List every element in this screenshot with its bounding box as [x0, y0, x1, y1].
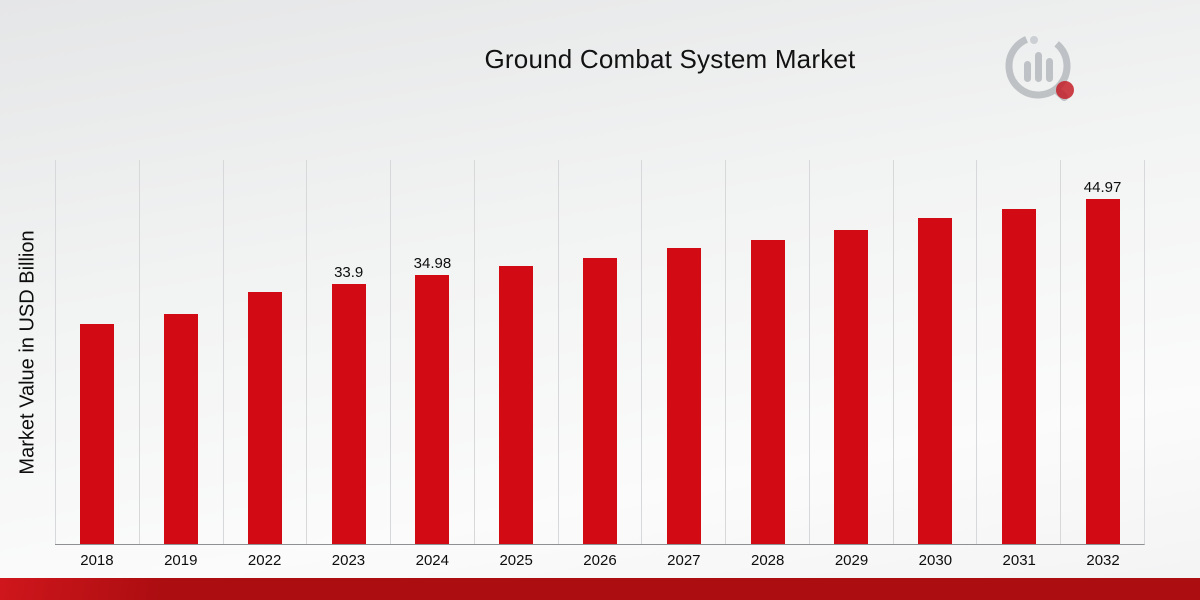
x-tick-label-2023: 2023	[331, 552, 366, 569]
category-column-2031	[976, 160, 1060, 544]
x-tick-label-2031: 2031	[1002, 552, 1036, 569]
x-tick-label-2025: 2025	[499, 552, 533, 569]
category-column-2019	[138, 160, 223, 544]
bar-2030	[918, 218, 953, 544]
x-tick-label-2018: 2018	[80, 552, 114, 569]
bar-2022	[247, 292, 282, 544]
chart-header: Ground Combat System Market	[0, 0, 1200, 118]
bar-2023	[331, 283, 366, 544]
category-column-2029	[808, 160, 893, 544]
x-tick-label-2028: 2028	[750, 552, 785, 569]
y-axis-label-column: Market Value in USD Billion	[2, 160, 54, 545]
category-column-2030	[892, 160, 977, 544]
x-tick-label-2022: 2022	[247, 552, 282, 569]
bar-2026	[582, 257, 617, 544]
x-tick-label-2030: 2030	[918, 552, 953, 569]
x-axis-labels: 2018 2019 2022 2023 2024 2025 2026 2027 2028 2029…	[55, 552, 1145, 569]
brand-logo-icon	[1005, 33, 1074, 102]
footer-stripe	[0, 578, 1200, 600]
category-column-2022	[222, 160, 307, 544]
category-column-2027	[641, 160, 725, 544]
x-tick-label-2019: 2019	[164, 552, 198, 569]
bar-2028	[750, 239, 785, 544]
y-axis-label: Market Value in USD Billion	[16, 230, 39, 475]
category-column-2032: 44.97	[1060, 160, 1144, 544]
category-column-2026	[557, 160, 642, 544]
x-tick-label-2026: 2026	[583, 552, 617, 569]
bar-value-label-2024: 34.98	[413, 255, 452, 273]
bar-2032	[1085, 198, 1120, 544]
bar-value-label-2023: 33.9	[334, 263, 364, 281]
category-column-2028	[725, 160, 809, 544]
bar-2019	[164, 314, 199, 544]
category-column-2024: 34.98	[390, 160, 474, 544]
x-tick-label-2032: 2032	[1086, 552, 1120, 569]
x-tick-label-2029: 2029	[834, 552, 869, 569]
bar-2024	[415, 275, 450, 544]
bar-2027	[666, 248, 701, 544]
bar-2031	[1001, 209, 1036, 544]
bar-2029	[834, 229, 869, 544]
bar-2018	[80, 324, 115, 544]
chart-title: Ground Combat System Market	[484, 44, 856, 74]
category-column-2018	[55, 160, 139, 544]
x-tick-label-2027: 2027	[667, 552, 701, 569]
bar-value-label-2032: 44.97	[1083, 178, 1122, 196]
bar-2025	[499, 265, 534, 544]
x-tick-label-2024: 2024	[415, 552, 449, 569]
category-column-2025	[473, 160, 558, 544]
category-column-2023: 33.9	[306, 160, 390, 544]
plot-area: 33.9 34.98 44.97	[55, 160, 1145, 545]
